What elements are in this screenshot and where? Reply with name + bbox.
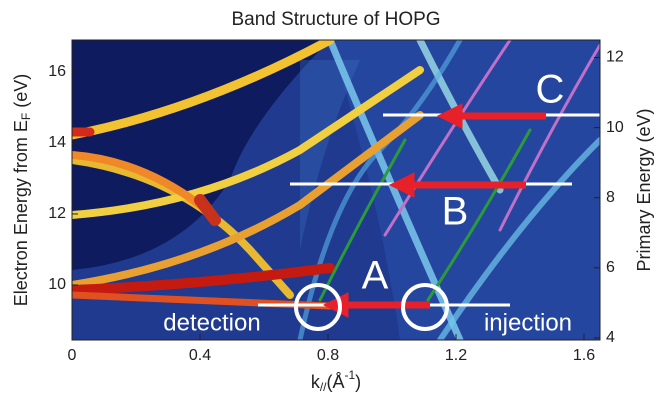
y2-tick-label: 6 — [606, 259, 615, 276]
x-axis-label: k//(Å-1) — [311, 368, 361, 394]
y2-tick-label: 12 — [606, 49, 624, 66]
chart-title: Band Structure of HOPG — [231, 9, 440, 30]
annotation-detection: detection — [163, 309, 260, 336]
x-tick-label: 0.8 — [317, 347, 339, 364]
annotation-a: A — [362, 254, 389, 298]
y2-axis-label: Primary Energy (eV) — [634, 108, 654, 271]
y-label-unit: (eV) — [11, 74, 31, 113]
y-axis-label: Electron Energy from EF (eV) — [11, 74, 33, 306]
x-label-unit: (Å — [327, 372, 345, 392]
x-tick-label: 0 — [68, 347, 77, 364]
y-label-subscript: F — [19, 113, 33, 120]
annotation-injection: injection — [484, 309, 572, 336]
y-tick-label: 12 — [48, 205, 66, 222]
y-tick-label: 14 — [48, 134, 66, 151]
annotation-b: B — [442, 190, 469, 234]
x-label-unit-close: ) — [355, 372, 361, 392]
x-tick-label: 1.6 — [573, 347, 595, 364]
x-tick-label: 1.2 — [445, 347, 467, 364]
y2-tick-label: 10 — [606, 119, 624, 136]
y2-tick-label: 4 — [606, 329, 615, 346]
y2-tick-label: 8 — [606, 189, 615, 206]
annotation-c: C — [536, 68, 565, 112]
y-label-main: Electron Energy from E — [11, 120, 31, 306]
x-tick-label: 0.4 — [189, 347, 211, 364]
chart: Band Structure of HOPG — [0, 0, 658, 400]
y-tick-label: 10 — [48, 276, 66, 293]
y-tick-label: 16 — [48, 63, 66, 80]
x-label-superscript: -1 — [345, 368, 356, 382]
